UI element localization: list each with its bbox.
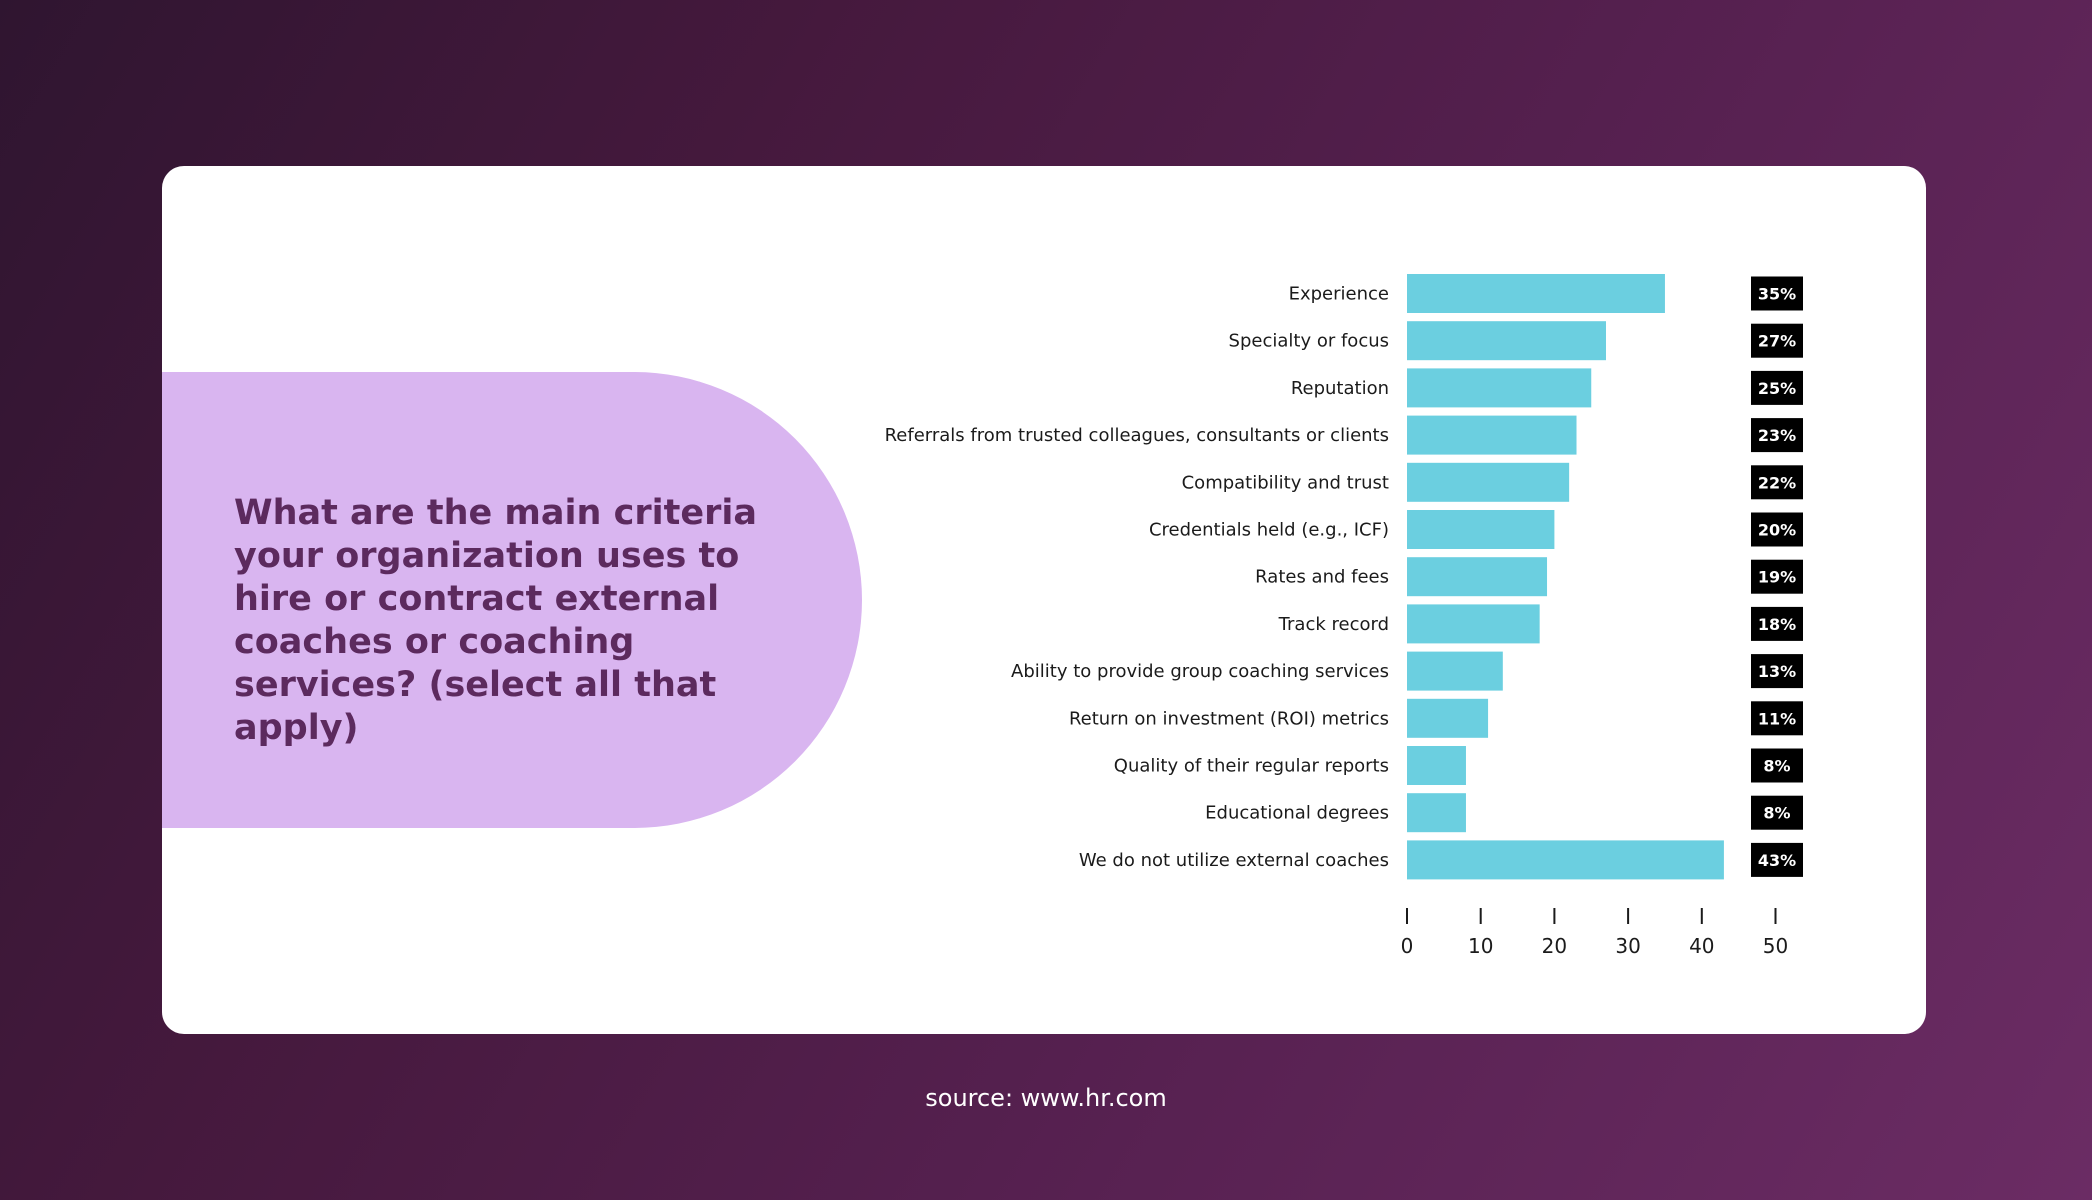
value-label: 22% [1758, 473, 1796, 492]
value-label: 8% [1763, 804, 1790, 823]
category-label: Educational degrees [1205, 803, 1389, 824]
category-label: Credentials held (e.g., ICF) [1149, 520, 1389, 541]
value-label: 20% [1758, 521, 1796, 540]
category-label: Referrals from trusted colleagues, consu… [885, 425, 1389, 446]
value-label: 27% [1758, 332, 1796, 351]
category-label: Track record [1278, 614, 1389, 635]
category-label: Ability to provide group coaching servic… [1011, 661, 1389, 682]
value-badge [1751, 654, 1803, 689]
x-tick-label: 0 [1401, 934, 1414, 958]
category-label: We do not utilize external coaches [1079, 850, 1389, 871]
bar-chart: Experience 35% Specialty or focus 27% Reputa… [885, 274, 1803, 958]
bar [1407, 651, 1503, 691]
category-label: Rates and fees [1255, 567, 1389, 588]
category-label: Specialty or focus [1229, 331, 1389, 352]
value-badge [1751, 512, 1803, 547]
value-badge [1751, 418, 1803, 453]
value-badge [1751, 842, 1803, 877]
value-badge [1751, 795, 1803, 830]
chart-card: What are the main criteria your organiza… [162, 166, 1926, 1034]
bar [1407, 510, 1555, 549]
value-badge [1751, 559, 1803, 594]
category-label: Reputation [1291, 378, 1389, 399]
x-tick-label: 10 [1468, 934, 1493, 958]
category-label: Quality of their regular reports [1114, 756, 1389, 777]
bar [1407, 604, 1540, 644]
value-badge [1751, 748, 1803, 783]
value-badge [1751, 465, 1803, 500]
value-badge [1751, 370, 1803, 405]
bar [1407, 321, 1606, 361]
value-badge [1751, 701, 1803, 736]
bar [1407, 415, 1577, 455]
value-badge [1751, 276, 1803, 311]
x-tick-label: 50 [1763, 934, 1788, 958]
question-panel [162, 372, 862, 828]
category-label: Return on investment (ROI) metrics [1069, 708, 1389, 729]
value-badge [1751, 323, 1803, 358]
value-label: 35% [1758, 285, 1796, 304]
value-label: 25% [1758, 379, 1796, 398]
x-tick-label: 20 [1542, 934, 1567, 958]
value-label: 8% [1763, 757, 1790, 776]
value-badge [1751, 606, 1803, 641]
value-label: 43% [1758, 851, 1796, 870]
bar [1407, 368, 1592, 408]
source-caption: source: www.hr.com [925, 1084, 1167, 1112]
category-label: Experience [1289, 284, 1389, 305]
x-tick-label: 40 [1689, 934, 1714, 958]
value-label: 23% [1758, 426, 1796, 445]
x-tick-label: 30 [1615, 934, 1640, 958]
bar [1407, 746, 1466, 785]
bar [1407, 462, 1570, 502]
category-label: Compatibility and trust [1182, 472, 1389, 493]
bar [1407, 840, 1724, 880]
bar [1407, 793, 1466, 833]
value-label: 18% [1758, 615, 1796, 634]
question-text: What are the main criteria your organiza… [234, 493, 757, 748]
bar [1407, 557, 1548, 597]
bar [1407, 698, 1489, 738]
value-label: 19% [1758, 568, 1796, 587]
bar [1407, 274, 1665, 313]
value-label: 11% [1758, 709, 1796, 728]
value-label: 13% [1758, 662, 1796, 681]
